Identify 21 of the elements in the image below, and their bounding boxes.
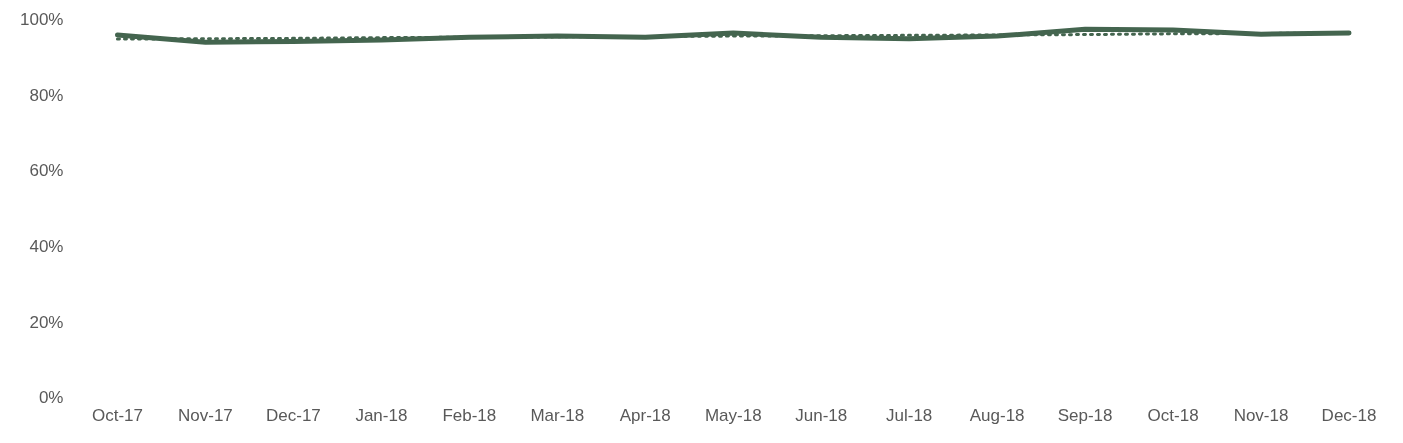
x-tick-label: Jul-18 (886, 406, 933, 426)
y-tick-label: 40% (29, 236, 64, 256)
x-tick-label: May-18 (704, 406, 762, 426)
x-tick-label: Aug-18 (969, 406, 1025, 426)
y-tick-label: 60% (29, 161, 64, 181)
x-tick-label: Oct-17 (91, 406, 143, 426)
x-tick-label: Nov-18 (1233, 406, 1289, 426)
x-tick-label: Jun-18 (795, 406, 848, 426)
x-tick-label: Feb-18 (442, 406, 497, 426)
x-tick-label: Jan-18 (355, 406, 408, 426)
y-tick-label: 80% (29, 85, 64, 105)
x-tick-label: Nov-17 (178, 406, 233, 426)
x-tick-label: Dec-18 (1321, 406, 1377, 426)
x-tick-label: Apr-18 (619, 406, 671, 426)
x-tick-label: Oct-18 (1147, 406, 1199, 426)
y-tick-label: 0% (38, 388, 64, 408)
x-tick-label: Mar-18 (530, 406, 585, 426)
x-tick-label: Sep-18 (1057, 406, 1113, 426)
y-tick-label: 100% (20, 9, 64, 29)
y-tick-label: 20% (29, 312, 64, 332)
x-tick-label: Dec-17 (265, 406, 321, 426)
